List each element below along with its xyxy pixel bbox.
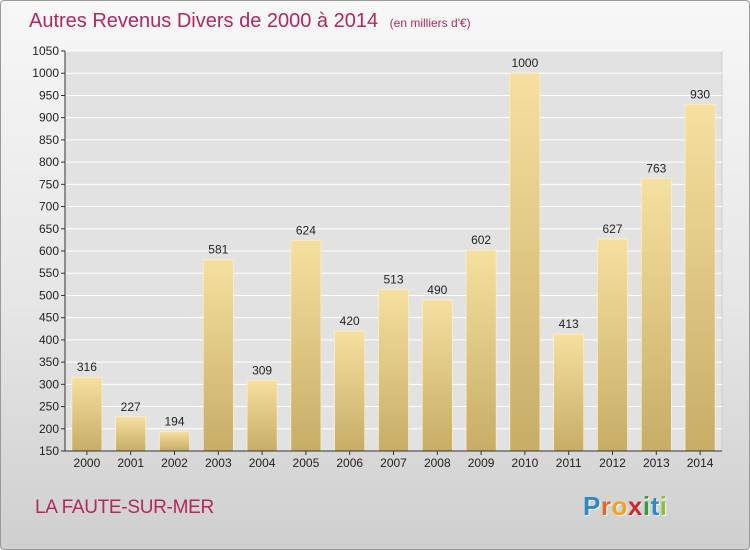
y-tick-label: 900 xyxy=(39,111,59,125)
bar-value-label: 420 xyxy=(340,314,360,328)
logo-letter: i xyxy=(659,491,668,521)
bar-value-label: 602 xyxy=(471,233,491,247)
y-tick-label: 850 xyxy=(39,133,59,147)
y-tick-label: 250 xyxy=(39,400,59,414)
x-tick-label: 2004 xyxy=(249,456,276,470)
x-tick-label: 2003 xyxy=(205,456,232,470)
y-axis: 150 200 250 300 350 400 450 500 550 600 650 700 750 8… xyxy=(32,44,66,458)
bar xyxy=(421,299,453,452)
y-tick-label: 650 xyxy=(39,222,59,236)
bar xyxy=(509,72,541,452)
bar xyxy=(290,240,322,452)
x-axis: 2000 2001 2002 2003 2004 2005 2006 2007 2008 2009… xyxy=(65,450,722,470)
x-tick-label: 2010 xyxy=(512,456,539,470)
x-tick-label: 2001 xyxy=(117,456,144,470)
bar-value-label: 930 xyxy=(690,87,710,101)
chart-title-text: Autres Revenus Divers de 2000 à 2014 xyxy=(29,10,379,32)
x-tick-label: 2008 xyxy=(424,456,451,470)
bar-value-label: 1000 xyxy=(512,56,539,70)
bar xyxy=(684,104,716,452)
logo-letter: P xyxy=(583,491,601,521)
y-tick-label: 1000 xyxy=(32,66,59,80)
bar-value-label: 309 xyxy=(252,363,272,377)
chart-title: Autres Revenus Divers de 2000 à 2014 (en… xyxy=(29,10,471,33)
y-tick-label: 300 xyxy=(39,377,59,391)
proxiti-logo[interactable]: Proxiti xyxy=(583,491,667,522)
location-name: LA FAUTE-SUR-MER xyxy=(35,497,214,518)
bar xyxy=(597,238,628,452)
x-tick-label: 2011 xyxy=(556,456,582,470)
y-tick-label: 550 xyxy=(39,266,59,280)
x-tick-label: 2012 xyxy=(599,456,626,470)
logo-letter: o xyxy=(611,491,628,521)
bar xyxy=(553,333,585,452)
y-tick-label: 600 xyxy=(39,244,59,258)
bar-value-label: 763 xyxy=(646,162,666,176)
x-tick-label: 2014 xyxy=(687,456,714,470)
y-tick-label: 400 xyxy=(39,333,59,347)
bar xyxy=(378,289,409,452)
y-tick-label: 200 xyxy=(39,422,59,436)
logo-letter: i xyxy=(642,491,651,521)
y-tick-label: 500 xyxy=(39,288,59,302)
logo-letter: r xyxy=(600,491,612,521)
bar xyxy=(115,416,146,452)
chart-unit-label: (en milliers d'€) xyxy=(389,16,471,30)
y-tick-label: 150 xyxy=(39,444,59,458)
x-tick-label: 2007 xyxy=(380,456,407,470)
x-tick-label: 2009 xyxy=(468,456,495,470)
bar xyxy=(71,376,103,452)
x-tick-label: 2000 xyxy=(74,456,101,470)
x-tick-label: 2006 xyxy=(336,456,363,470)
bar-value-label: 194 xyxy=(164,414,184,428)
bar-value-label: 227 xyxy=(121,400,141,414)
y-tick-label: 750 xyxy=(39,177,59,191)
bar xyxy=(246,380,278,452)
bars-group xyxy=(71,72,716,452)
bar-value-label: 316 xyxy=(77,360,97,374)
logo-letter: x xyxy=(627,491,643,521)
x-tick-label: 2013 xyxy=(643,456,670,470)
y-tick-label: 1050 xyxy=(32,44,59,58)
y-tick-label: 800 xyxy=(39,155,59,169)
bar xyxy=(640,178,672,452)
bar xyxy=(334,330,366,452)
bar xyxy=(465,249,497,452)
y-tick-label: 950 xyxy=(39,88,59,102)
y-tick-label: 700 xyxy=(39,200,59,214)
bar-value-label: 581 xyxy=(208,242,228,256)
bar-value-label: 627 xyxy=(602,222,622,236)
x-tick-label: 2002 xyxy=(161,456,188,470)
bar-value-label: 513 xyxy=(383,273,403,287)
y-tick-label: 350 xyxy=(39,355,59,369)
x-tick-label: 2005 xyxy=(293,456,320,470)
bar xyxy=(203,259,234,452)
y-tick-label: 450 xyxy=(39,311,59,325)
bar xyxy=(159,431,190,452)
bar-value-label: 490 xyxy=(427,283,447,297)
data-labels-group: 316 227 194 581 309 624 420 513 490 602 1000 413 627… xyxy=(77,56,711,428)
bar-value-label: 624 xyxy=(296,223,316,237)
logo-letter: t xyxy=(650,491,660,521)
bar-value-label: 413 xyxy=(559,317,579,331)
